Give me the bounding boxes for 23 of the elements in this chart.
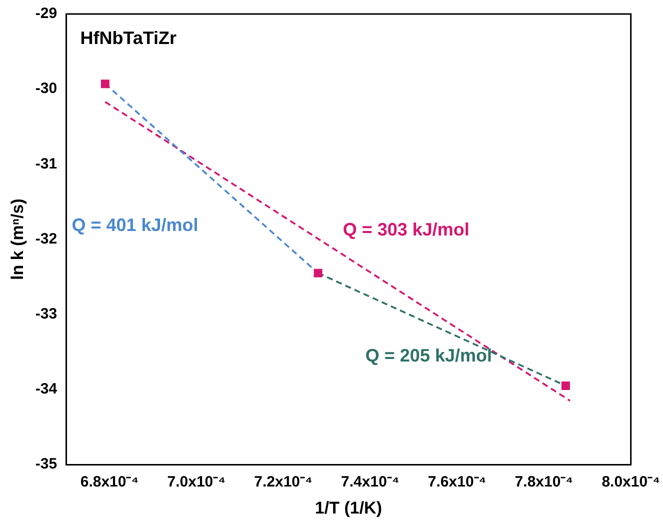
x-tick-label: 7.2x10⁻⁴ xyxy=(254,474,312,491)
x-tick-label: 6.8x10⁻⁴ xyxy=(80,474,139,491)
x-tick-label: 7.6x10⁻⁴ xyxy=(428,474,486,491)
y-tick-label: -32 xyxy=(35,230,58,248)
x-tick-label: 7.0x10⁻⁴ xyxy=(167,474,226,491)
x-axis-title: 1/T (1/K) xyxy=(314,498,382,518)
y-tick-label: -35 xyxy=(35,456,58,473)
y-tick-label: -33 xyxy=(35,306,58,323)
point xyxy=(561,382,570,390)
x-tick-label: 8.0x10⁻⁴ xyxy=(602,474,660,491)
point xyxy=(314,268,322,278)
y-axis-title: ln k (mⁿ/s) xyxy=(8,198,27,280)
annotation: Q = 401 kJ/mol xyxy=(72,214,198,235)
annotation: HfNbTaTiZr xyxy=(80,28,177,48)
y-tick-label: -34 xyxy=(35,380,58,398)
x-tick-label: 7.4x10⁻⁴ xyxy=(341,474,400,491)
x-tick-label: 7.8x10⁻⁴ xyxy=(514,474,574,491)
y-tick-label: -29 xyxy=(35,5,58,22)
y-tick-label: -30 xyxy=(35,80,58,98)
point xyxy=(100,80,110,88)
annotation: Q = 205 kJ/mol xyxy=(365,345,492,366)
y-tick-label: -31 xyxy=(35,155,58,172)
annotation: Q = 303 kJ/mol xyxy=(342,219,470,240)
